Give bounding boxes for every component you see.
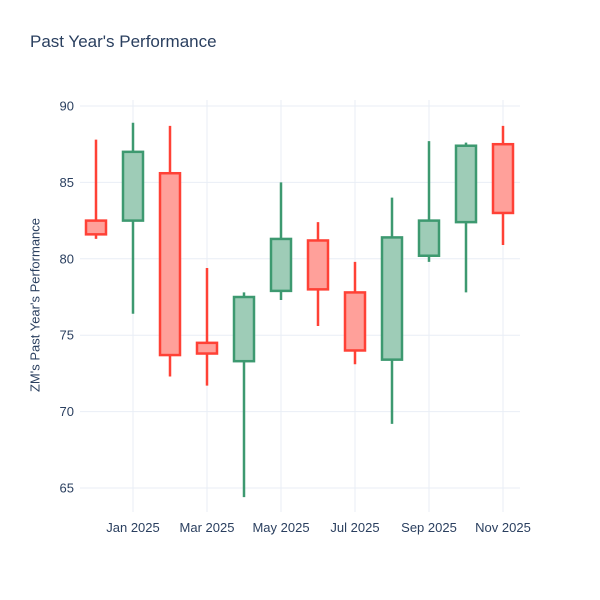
candle-aug-2025[interactable] — [380, 197, 404, 424]
candle-sep-2025[interactable] — [417, 141, 441, 262]
candle-body — [195, 341, 219, 355]
candle-body — [121, 150, 145, 222]
x-tick-label-jul-2025: Jul 2025 — [330, 520, 379, 535]
candle-body — [269, 237, 293, 293]
chart-title: Past Year's Performance — [30, 32, 217, 51]
x-tick-label-sep-2025: Sep 2025 — [401, 520, 457, 535]
candle-dec-2024[interactable] — [84, 139, 108, 239]
x-tick-label-mar-2025: Mar 2025 — [180, 520, 235, 535]
candle-oct-2025[interactable] — [454, 142, 478, 293]
candle-jul-2025[interactable] — [343, 261, 367, 365]
y-tick-label-85: 85 — [60, 175, 74, 190]
candle-body — [343, 291, 367, 352]
candle-body — [491, 142, 515, 215]
candle-feb-2025[interactable] — [158, 125, 182, 377]
x-tick-label-nov-2025: Nov 2025 — [475, 520, 531, 535]
candle-body — [380, 236, 404, 361]
candle-mar-2025[interactable] — [195, 267, 219, 386]
candle-nov-2025[interactable] — [491, 125, 515, 246]
x-tick-label-jan-2025: Jan 2025 — [106, 520, 160, 535]
candle-body — [232, 295, 256, 363]
y-tick-label-70: 70 — [60, 404, 74, 419]
candle-body — [417, 219, 441, 257]
candle-jan-2025[interactable] — [121, 122, 145, 314]
candle-may-2025[interactable] — [269, 182, 293, 301]
candle-apr-2025[interactable] — [232, 292, 256, 498]
candle-body — [306, 239, 330, 291]
y-tick-label-75: 75 — [60, 328, 74, 343]
x-tick-label-may-2025: May 2025 — [252, 520, 309, 535]
y-tick-label-90: 90 — [60, 99, 74, 114]
y-tick-label-80: 80 — [60, 251, 74, 266]
candle-body — [158, 171, 182, 357]
y-tick-label-65: 65 — [60, 481, 74, 496]
candle-body — [454, 144, 478, 224]
candle-body — [84, 219, 108, 236]
candle-jun-2025[interactable] — [306, 222, 330, 327]
